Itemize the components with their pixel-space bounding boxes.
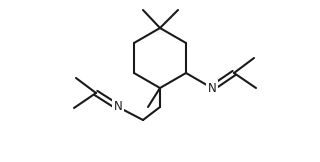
Text: N: N xyxy=(208,81,216,94)
Text: N: N xyxy=(114,100,122,114)
